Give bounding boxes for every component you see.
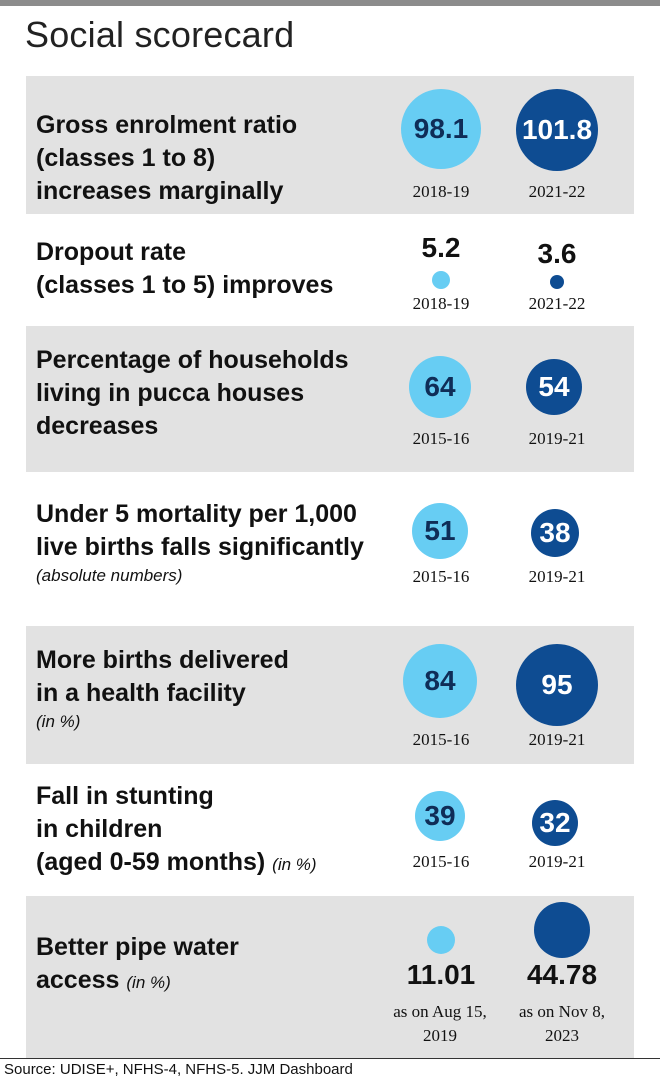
value-bubble-later: 32 [532,800,578,846]
period-label-later: 2021-22 [528,182,586,201]
value-bubble-earlier: 64 [409,356,471,418]
period-label-later: 2019-21 [528,429,586,448]
period-label-earlier: as on Aug 15, 2019 [393,1002,487,1045]
row-label: More births delivered in a health facili… [36,644,289,734]
period-label-earlier: 2015-16 [412,730,470,749]
row-label: Fall in stunting in children (aged 0-59 … [36,782,317,876]
period-label-later: 2019-21 [528,730,586,749]
row-note: (absolute numbers) [36,566,183,585]
value-bubble-later: 38 [531,509,579,557]
value-label-earlier: 11.01 [406,959,476,990]
top-rule [0,0,660,6]
row-births-health-facility: More births delivered in a health facili… [26,626,634,764]
row-label: Percentage of households living in pucca… [36,346,349,440]
period-label-later: 2019-21 [528,852,586,871]
row-label: Gross enrolment ratio (classes 1 to 8) i… [36,111,298,205]
period-label-earlier: 2015-16 [412,567,470,586]
value-bubble-later: 95 [516,644,598,726]
row-stunting: Fall in stunting in children (aged 0-59 … [26,764,634,896]
period-label-earlier: 2018-19 [412,182,470,201]
row-label: Dropout rate (classes 1 to 5) improves [36,238,334,299]
period-label-later: 2019-21 [528,567,586,586]
value-bubble-later [534,902,590,958]
period-label-later: 2021-22 [528,294,586,313]
period-label-earlier: 2015-16 [412,852,470,871]
row-under5-mortality: Under 5 mortality per 1,000 live births … [26,472,634,626]
period-label-earlier: 2015-16 [412,429,470,448]
row-gross-enrolment: Gross enrolment ratio (classes 1 to 8) i… [26,76,634,214]
value-label-earlier: 5.2 [421,232,461,263]
value-bubble-earlier: 39 [415,791,465,841]
value-bubble-earlier: 51 [412,503,468,559]
period-label-later: as on Nov 8, 2023 [519,1002,605,1045]
value-bubble-earlier [432,271,450,289]
period-label-earlier: 2018-19 [412,294,470,313]
value-label-later: 44.78 [526,959,598,990]
value-bubble-earlier: 98.1 [401,89,481,169]
row-pucca-houses: Percentage of households living in pucca… [26,326,634,472]
value-bubble-later [550,275,564,289]
row-note: (in %) [126,973,171,992]
row-label: Better pipe water access (in %) [36,933,239,994]
row-note: (in %) [272,855,317,874]
row-note: (in %) [36,712,81,731]
page-title: Social scorecard [25,14,295,55]
value-bubble-later: 54 [526,359,582,415]
value-bubble-later: 101.8 [516,89,598,171]
value-bubble-earlier: 84 [403,644,477,718]
value-bubble-earlier [427,926,455,954]
row-label: Under 5 mortality per 1,000 live births … [36,498,364,588]
source-rule [0,1058,660,1059]
row-pipe-water: Better pipe water access (in %) 11.01 44… [26,896,634,1058]
row-dropout-rate: Dropout rate (classes 1 to 5) improves 5… [26,214,634,326]
source-note: Source: UDISE+, NFHS-4, NFHS-5. JJM Dash… [4,1061,353,1078]
value-label-later: 3.6 [537,238,577,269]
